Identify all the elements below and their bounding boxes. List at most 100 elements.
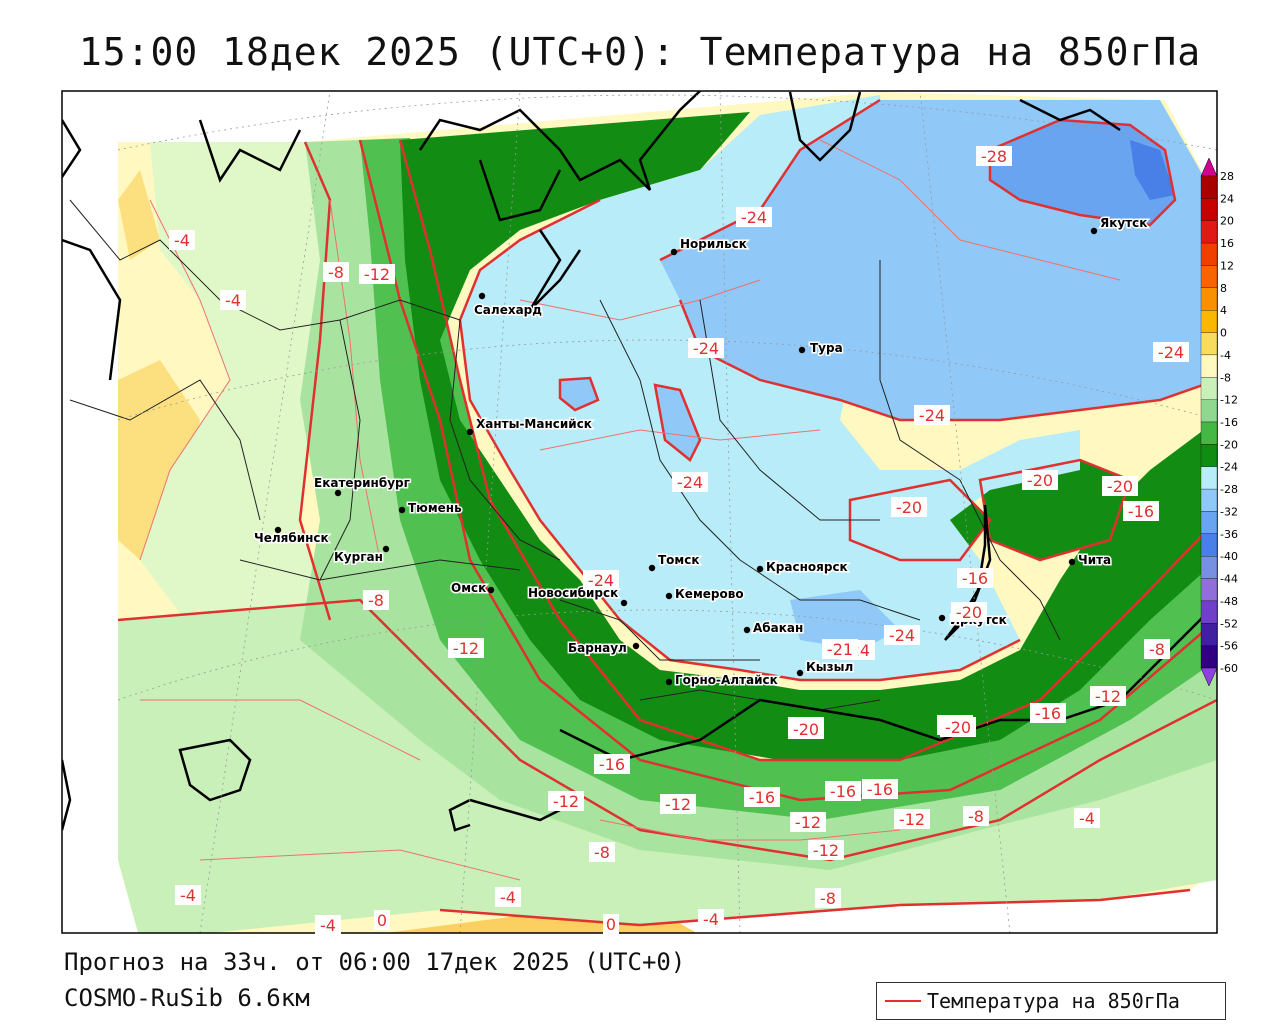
contour-label-text: -12 [364, 265, 390, 284]
contour-label: -12 [359, 264, 395, 284]
contour-label: -24 [884, 625, 920, 645]
contour-label-text: -24 [693, 339, 719, 358]
contour-label-bg [548, 791, 584, 811]
contour-label-text: -8 [820, 889, 836, 908]
contour-labels: -28 -24 -24 -24 -24 -24 -24 -24 -4 -4 -8 -12 -20 -20 -… [169, 146, 1189, 935]
contour-label-bg [894, 809, 930, 829]
contour-label-text: -20 [896, 498, 922, 517]
city: Челябинск [253, 526, 330, 547]
city-dot [274, 526, 282, 534]
contour-label-text: -24 [741, 208, 767, 227]
contour-label-bg [175, 885, 201, 905]
contour-label-bg [891, 497, 927, 517]
contour-label-text: -12 [1095, 687, 1121, 706]
city: Норильск [670, 236, 748, 256]
colorbar-swatch [1200, 421, 1218, 445]
city-dot [665, 592, 673, 600]
colorbar-swatch [1200, 265, 1218, 288]
contour-label-text: -8 [594, 843, 610, 862]
city-label: Чита [1078, 553, 1111, 567]
contour-label-bg [744, 787, 780, 807]
contour-label-text: -16 [1128, 502, 1154, 521]
contour-label-bg [1123, 501, 1159, 521]
colorbar-swatch [1200, 310, 1218, 333]
contour-label-bg [603, 914, 619, 934]
colorbar-tick: 4 [1220, 304, 1227, 317]
city-dot [648, 564, 656, 572]
colorbar: 28 24 20 16 12 8 4 0 -4 -8 -12 -16 -20 -24 -28 -32 -36 -4… [1200, 157, 1238, 687]
city-dot [743, 626, 751, 634]
contour-label-bg [583, 570, 619, 590]
city-label: Якутск [1100, 216, 1147, 230]
contour-label: -4 [220, 290, 246, 310]
city-dot [398, 506, 406, 514]
colorbar-tick: 12 [1220, 259, 1234, 272]
colorbar-swatch [1200, 220, 1218, 244]
colorbar-tick: 20 [1220, 215, 1234, 228]
contour-label: -20 [788, 719, 824, 739]
city-label: Норильск [680, 237, 747, 251]
contour-label: -12 [894, 809, 930, 829]
contour-label-text: -24 [588, 571, 614, 590]
contour-label: -4 [169, 230, 195, 250]
colorbar-swatch [1200, 332, 1218, 356]
city-dot [632, 642, 640, 650]
colorbar-swatch [1200, 377, 1218, 400]
coastline [62, 91, 1217, 832]
contour-label-bg [672, 472, 708, 492]
contour-label-text: -4 [703, 910, 719, 929]
contour-label-text: -24 [1158, 343, 1184, 362]
city-label: Барнаул [568, 641, 627, 655]
contour-label-bg [688, 338, 724, 358]
contour-label: -4 [175, 885, 201, 905]
colorbar-swatch [1200, 242, 1218, 266]
city: Кызыл [796, 659, 855, 677]
contour-label: -24 [672, 472, 708, 492]
city: Кемерово [665, 586, 745, 603]
contour-label: -20 [1022, 470, 1058, 490]
colorbar-tick: -32 [1220, 505, 1238, 518]
colorbar-swatch [1200, 466, 1218, 490]
contour-label-text: -4 [180, 886, 196, 905]
contour-label-bg [914, 405, 950, 425]
colorbar-tick: -56 [1220, 640, 1238, 653]
city: Барнаул [567, 640, 640, 657]
city-label: Курган [334, 550, 383, 564]
contour-label-bg [951, 602, 987, 622]
contour-label-bg [1102, 476, 1138, 496]
forecast-info: Прогноз на 33ч. от 06:00 17дек 2025 (UTC… [64, 948, 686, 976]
city: Курган [333, 545, 390, 566]
city-dot [487, 586, 495, 594]
contour-label-text: -12 [795, 813, 821, 832]
contour-label-bg [594, 754, 630, 774]
contour-label: -8 [815, 888, 841, 908]
contour-label: -8 [363, 590, 389, 610]
city-label: Тура [810, 341, 843, 355]
colorbar-swatch [1200, 645, 1218, 669]
graticule [117, 91, 1217, 933]
contour-label-bg [1090, 686, 1126, 706]
model-name: COSMO-RuSib 6.6км [64, 984, 310, 1012]
contour-label-text: -28 [981, 147, 1007, 166]
contour-label-bg [788, 719, 824, 739]
city-dot [665, 678, 673, 686]
contour-label-text: -12 [813, 841, 839, 860]
city-dot [670, 248, 678, 256]
colorbar-tick: -48 [1220, 595, 1238, 608]
city: Ханты-Мансийск [466, 416, 593, 436]
contour-label-bg [1144, 639, 1170, 659]
contour-label-text: -20 [793, 720, 819, 739]
city-dot [1090, 227, 1098, 235]
city-dot [382, 545, 390, 553]
contour-label: -20 [951, 602, 987, 622]
colorbar-swatch [1200, 444, 1218, 467]
colorbar-swatch [1200, 354, 1218, 378]
colorbar-tick: -28 [1220, 483, 1238, 496]
colorbar-tick: 8 [1220, 282, 1227, 295]
city-dot [938, 614, 946, 622]
contour-label-text: -12 [899, 810, 925, 829]
contour-label: -24 [583, 570, 619, 590]
contour-label: -24 [1153, 342, 1189, 362]
colorbar-swatch [1200, 399, 1218, 423]
